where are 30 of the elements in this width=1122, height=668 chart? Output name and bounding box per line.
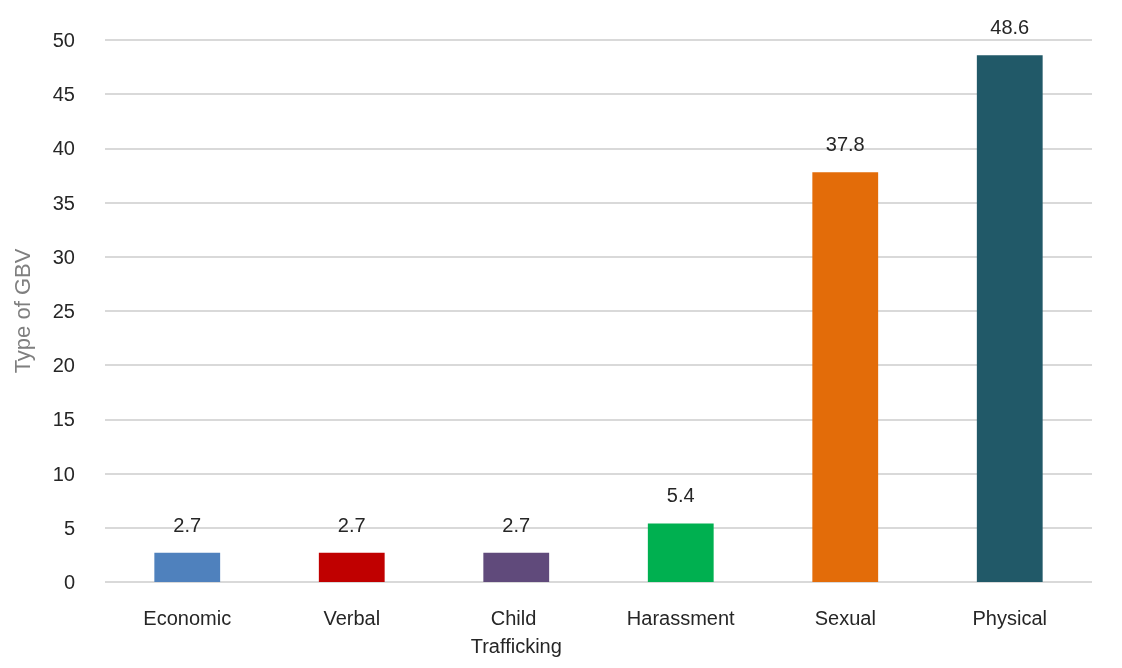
y-tick-label: 5 xyxy=(63,516,75,539)
bar xyxy=(318,552,385,582)
y-tick-label: 50 xyxy=(52,29,75,51)
y-tick-label: 35 xyxy=(52,191,75,214)
data-label: 2.7 xyxy=(173,513,202,536)
data-label: 2.7 xyxy=(502,513,531,536)
bar xyxy=(483,552,550,582)
bar xyxy=(647,523,714,582)
data-label: 37.8 xyxy=(825,133,865,156)
bar xyxy=(976,55,1043,582)
y-tick-label: 30 xyxy=(52,245,75,268)
x-tick-label: Child Trafficking xyxy=(470,607,562,657)
y-tick-label: 10 xyxy=(52,462,75,485)
data-label: 2.7 xyxy=(337,513,366,536)
bar xyxy=(154,552,221,582)
y-tick-label: 15 xyxy=(52,408,75,431)
x-tick-label: Harassment xyxy=(626,607,736,629)
y-tick-label: 0 xyxy=(63,571,75,593)
bar xyxy=(812,172,879,582)
data-label: 5.4 xyxy=(666,484,695,507)
x-tick-label: Physical xyxy=(972,607,1047,629)
x-tick-label: Sexual xyxy=(814,607,876,629)
y-tick-label: 25 xyxy=(52,300,75,322)
x-tick-label: Economic xyxy=(143,607,232,629)
y-axis-title: Type of GBV xyxy=(9,248,35,374)
y-tick-label: 20 xyxy=(52,354,75,377)
y-tick-label: 45 xyxy=(52,83,75,106)
x-tick-label: Verbal xyxy=(323,607,381,629)
y-tick-label: 40 xyxy=(52,137,75,160)
data-label: 48.6 xyxy=(990,16,1030,39)
